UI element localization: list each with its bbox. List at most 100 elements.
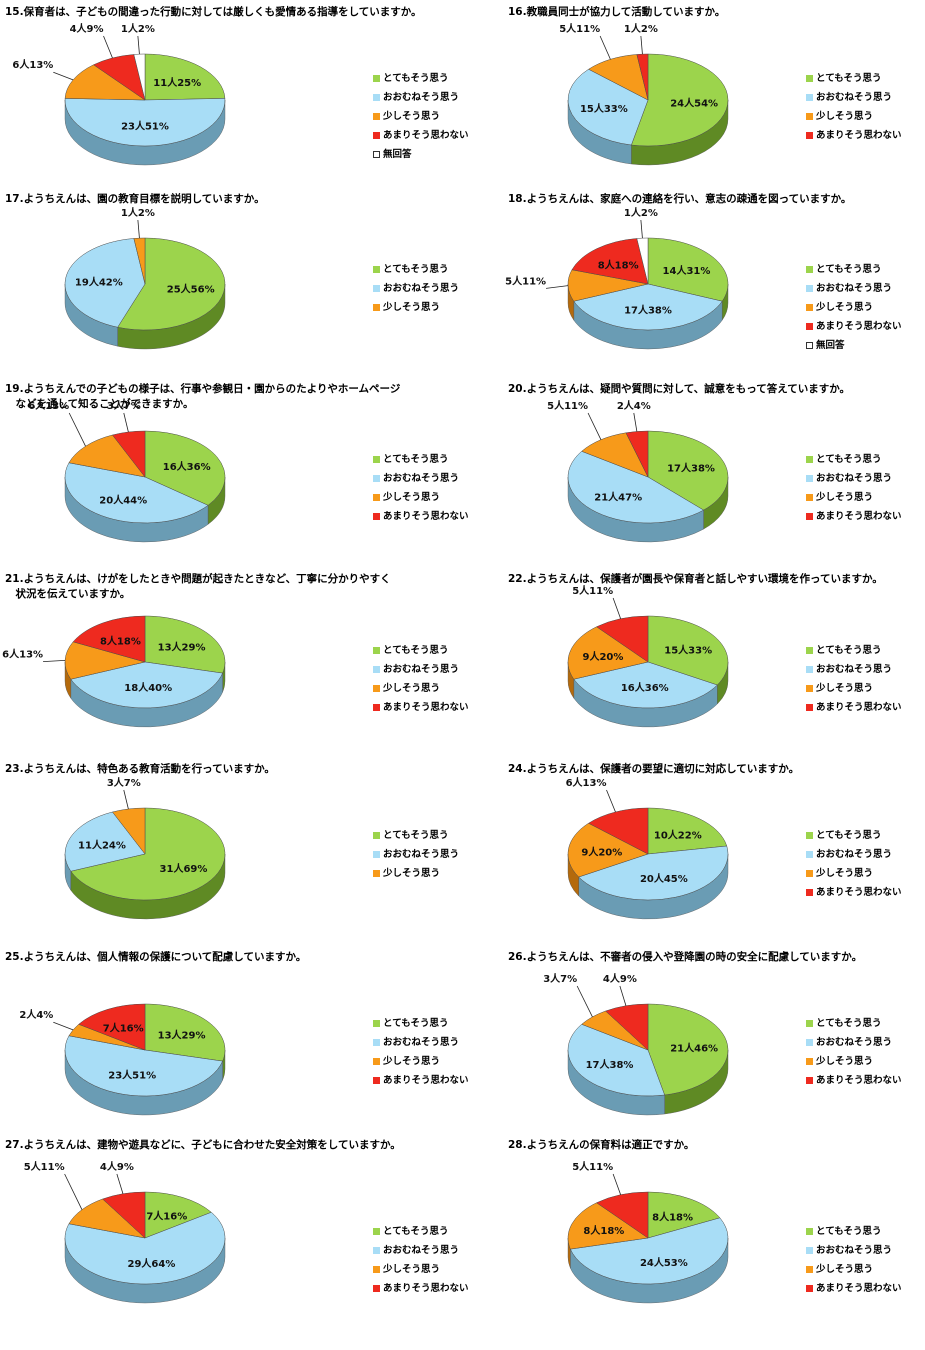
- legend-item: おおむねそう思う: [806, 92, 902, 111]
- legend-swatch: [373, 1285, 380, 1292]
- chart-panel-18: 18.ようちえんは、家庭への連絡を行い、意志の疎通を図っていますか。 14人31%…: [505, 192, 925, 382]
- chart-panel-17: 17.ようちえんは、園の教育目標を説明していますか。 25人56% 19人42% 1人…: [5, 192, 459, 382]
- legend-swatch: [373, 832, 380, 839]
- legend-swatch: [373, 151, 380, 158]
- chart-title: 26.ようちえんは、不審者の侵入や登降園の時の安全に配慮していますか。: [508, 951, 863, 963]
- pie-slice-0: [144, 615, 226, 674]
- legend-label: 少しそう思う: [816, 1056, 874, 1067]
- pie-slice-1: [64, 98, 226, 147]
- chart-panel-22: 22.ようちえんは、保護者が園長や保育者と話しやすい環境を作っていますか。 15人…: [508, 572, 925, 762]
- pie-chart: 13人29% 23人51% 2人4% 7人16%: [19, 1003, 226, 1116]
- data-label: 3人7%: [107, 399, 141, 412]
- data-label: 5人11%: [572, 584, 613, 597]
- legend-swatch: [373, 94, 380, 101]
- legend-label: おおむねそう思う: [383, 473, 460, 484]
- pie-slice-4: [636, 237, 649, 285]
- data-label: 13人29%: [158, 1028, 206, 1041]
- legend-label: とてもそう思う: [816, 1226, 882, 1237]
- legend-label: とてもそう思う: [816, 264, 882, 275]
- legend-swatch: [806, 647, 813, 654]
- data-label: 6人13%: [12, 58, 53, 71]
- legend-item: あまりそう思わない: [806, 130, 902, 149]
- pie-slice-2: [567, 626, 649, 680]
- pie-slice-1: [64, 1211, 226, 1285]
- legend-swatch: [373, 1039, 380, 1046]
- legend-swatch: [806, 475, 813, 482]
- chart-panel-20: 20.ようちえんは、疑問や質問に対して、誠意をもって答えていますか。 17人38%…: [508, 382, 925, 572]
- legend-label: おおむねそう思う: [816, 473, 893, 484]
- legend-label: とてもそう思う: [383, 73, 449, 84]
- legend-label: 無回答: [816, 340, 845, 351]
- data-label: 13人29%: [158, 640, 206, 653]
- legend-item: 少しそう思う: [373, 111, 469, 130]
- legend-swatch: [806, 1247, 813, 1254]
- data-label: 5人11%: [559, 22, 600, 35]
- chart-legend: とてもそう思う おおむねそう思う 少しそう思う あまりそう思わない 無回答: [806, 264, 902, 359]
- pie-slice-0: [144, 1003, 226, 1062]
- pie-slice-1: [573, 661, 718, 709]
- data-label: 6人13%: [566, 776, 607, 789]
- legend-label: おおむねそう思う: [383, 283, 460, 294]
- legend-label: あまりそう思わない: [383, 702, 469, 713]
- pie-chart: 13人29% 18人40% 6人13% 8人18%: [2, 615, 226, 728]
- pie-slice-3: [571, 238, 649, 285]
- legend-item: おおむねそう思う: [806, 849, 902, 868]
- legend-swatch: [373, 666, 380, 673]
- data-label: 14人31%: [663, 264, 711, 277]
- legend-swatch: [373, 113, 380, 120]
- legend-swatch: [806, 94, 813, 101]
- pie-slice-0: [647, 615, 729, 686]
- pie-slice-0: [647, 430, 729, 511]
- legend-item: とてもそう思う: [373, 1018, 469, 1037]
- pie-slice-3: [605, 1003, 649, 1051]
- leader-line: [576, 985, 593, 1018]
- leader-line: [137, 35, 140, 55]
- legend-item: おおむねそう思う: [806, 1245, 902, 1264]
- pie-slice-3: [636, 53, 649, 101]
- legend-label: 無回答: [383, 149, 412, 160]
- chart-title: 28.ようちえんの保育料は適正ですか。: [508, 1139, 695, 1151]
- data-label: 10人22%: [654, 829, 702, 842]
- data-label: 11人24%: [78, 839, 126, 852]
- legend-label: 少しそう思う: [816, 868, 874, 879]
- data-label: 3人7%: [543, 972, 577, 985]
- pie-slice-1: [567, 68, 649, 146]
- data-label: 15人33%: [664, 643, 712, 656]
- pie-slice-3: [625, 430, 649, 478]
- pie-slice-0: [647, 1191, 721, 1239]
- legend-swatch: [806, 266, 813, 273]
- legend-swatch: [806, 285, 813, 292]
- chart-legend: とてもそう思う おおむねそう思う 少しそう思う あまりそう思わない: [806, 645, 902, 721]
- pie-slice-3: [112, 430, 146, 478]
- legend-swatch: [373, 266, 380, 273]
- legend-item: とてもそう思う: [806, 1226, 902, 1245]
- legend-swatch: [373, 1266, 380, 1273]
- legend-swatch: [373, 1020, 380, 1027]
- data-label: 6人13%: [28, 399, 69, 412]
- legend-label: 少しそう思う: [383, 1264, 441, 1275]
- leader-line: [137, 219, 140, 239]
- data-label: 6人13%: [2, 648, 43, 661]
- legend-label: おおむねそう思う: [816, 283, 893, 294]
- pie-slice-3: [596, 615, 649, 663]
- legend-item: あまりそう思わない: [806, 511, 902, 530]
- legend-label: 少しそう思う: [816, 1264, 874, 1275]
- pie-chart: 8人18% 24人53% 8人18% 5人11%: [567, 1160, 729, 1304]
- pie-chart: 10人22% 20人45% 9人20% 6人13%: [566, 776, 729, 920]
- legend-swatch: [806, 1228, 813, 1235]
- leader-line: [546, 285, 569, 289]
- data-label: 5人11%: [572, 1160, 613, 1173]
- legend-label: あまりそう思わない: [816, 1283, 902, 1294]
- pie-slice-1: [570, 1217, 729, 1285]
- legend-label: 少しそう思う: [383, 683, 441, 694]
- chart-title: 16.教職員同士が協力して活動していますか。: [508, 6, 726, 18]
- pie-slice-3: [72, 615, 146, 663]
- legend-label: おおむねそう思う: [816, 92, 893, 103]
- data-label: 20人44%: [99, 493, 147, 506]
- legend-item: あまりそう思わない: [806, 702, 902, 721]
- leader-line: [68, 412, 86, 447]
- data-label: 5人11%: [24, 1160, 65, 1173]
- legend-label: 少しそう思う: [383, 868, 441, 879]
- legend-label: あまりそう思わない: [383, 130, 469, 141]
- chart-title: 21.ようちえんは、けがをしたときや問題が起きたときなど、丁寧に分かりやすく 状…: [5, 573, 391, 600]
